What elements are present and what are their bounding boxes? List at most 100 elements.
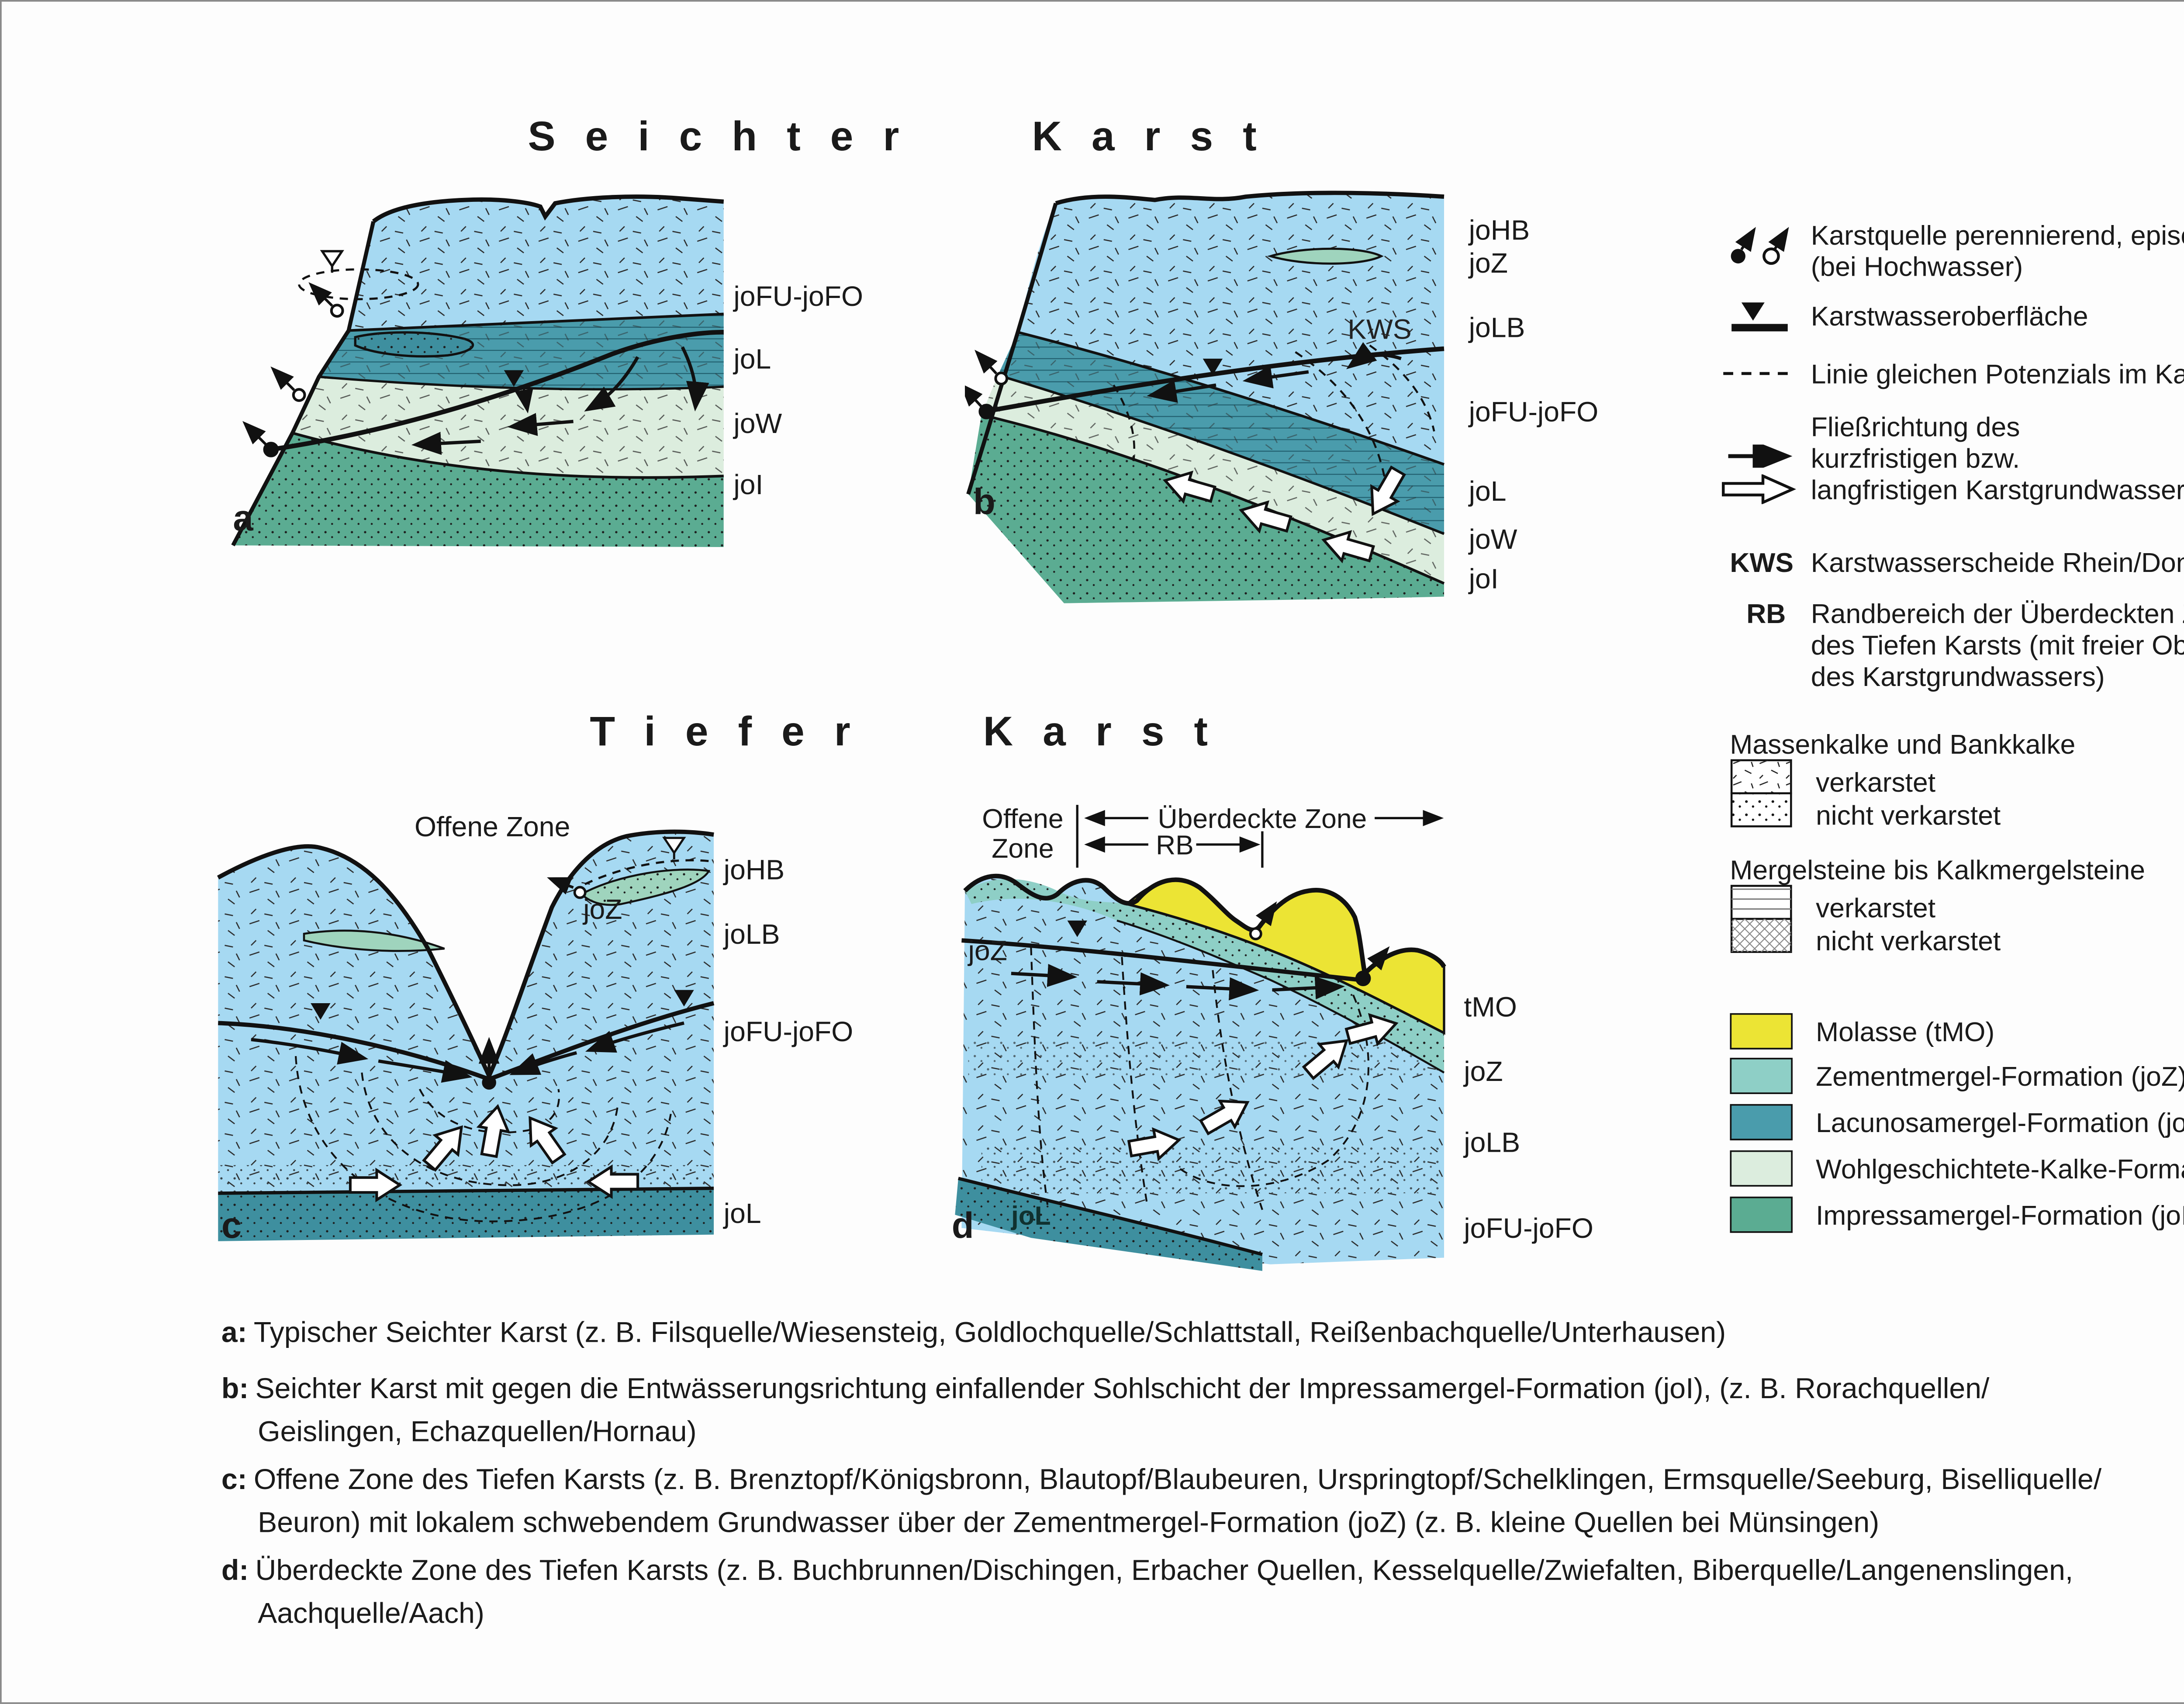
joz-lens-left	[303, 929, 445, 952]
caption-a-key: a:	[221, 1315, 247, 1349]
caption-b-key: b:	[221, 1372, 249, 1405]
legend-formation-joz: Zementmergel-Formation (joZ)	[1816, 1063, 2184, 1093]
label-a-joi: joI	[733, 469, 764, 501]
potential-dashed-oval	[298, 268, 419, 301]
label-c-johb: joHB	[723, 854, 785, 886]
label-b-jol: joL	[1469, 476, 1507, 508]
water-table-marker	[1203, 358, 1223, 375]
water-table-line	[961, 938, 1362, 982]
legend-formation-joi: Impressamergel-Formation (joI)	[1816, 1201, 2184, 1232]
legend-potential-line: Linie gleichen Potenzials im Karstaquife…	[1811, 360, 2184, 390]
caption-c-key: c:	[221, 1462, 247, 1496]
label-d-jol-inline: joL	[1011, 1201, 1051, 1230]
panel-letter-a: a	[233, 497, 253, 539]
swatch-joz	[1730, 1057, 1793, 1094]
caption-d-line2: Aachquelle/Aach)	[258, 1596, 484, 1630]
panel-letter-d: d	[951, 1205, 974, 1247]
legend-rb-line3: des Karstgrundwassers)	[1811, 662, 2105, 693]
caption-d-key: d:	[221, 1553, 249, 1587]
legend-rb-line2: des Tiefen Karsts (mit freier Oberfläche	[1811, 631, 2184, 662]
lens-spring	[547, 877, 587, 899]
perched-pocket	[354, 331, 474, 358]
label-b-jolb: joLB	[1469, 312, 1525, 344]
layer-jol-bottom	[218, 1188, 714, 1241]
layer-joi	[968, 415, 1444, 603]
zone-annotation	[1076, 805, 1444, 868]
label-a-jol: joL	[733, 343, 771, 375]
legend-formation-jol: Lacunosamergel-Formation (joL)	[1816, 1109, 2184, 1139]
label-d-ueberdeckte-zone: Überdeckte Zone	[1158, 804, 1367, 834]
water-table-marker	[1067, 920, 1087, 937]
equipotential-line-icon	[1723, 372, 1796, 375]
swatch-joi	[1730, 1196, 1793, 1233]
label-d-joz-left: joZ	[968, 935, 1007, 967]
label-b-joi: joI	[1469, 563, 1499, 595]
legend-mergelsteine-heading: Mergelsteine bis Kalkmergelsteine	[1730, 856, 2145, 886]
massenkalke-pattern-boxes	[1730, 759, 1792, 828]
label-d-joz: joZ	[1464, 1056, 1503, 1088]
legend-rb-abbr: RB	[1746, 600, 1786, 630]
jol-wedge	[955, 1178, 1262, 1271]
label-c-jolb: joLB	[723, 919, 780, 950]
layer-jol	[998, 332, 1444, 534]
label-c-jol: joL	[723, 1198, 761, 1230]
swatch-jow	[1730, 1150, 1793, 1187]
caption-a-text: Typischer Seichter Karst (z. B. Filsquel…	[253, 1315, 1726, 1349]
caption-b: b: Seichter Karst mit gegen die Entwässer…	[221, 1372, 1990, 1406]
caption-a: a: Typischer Seichter Karst (z. B. Filsqu…	[221, 1316, 1726, 1350]
legend-massenkalke-heading: Massenkalke und Bankkalke	[1730, 730, 2076, 760]
flow-arrows	[411, 346, 709, 455]
joz-lens-right	[580, 868, 711, 906]
label-b-joz: joZ	[1469, 248, 1508, 280]
kws-inline-label: KWS	[1348, 313, 1411, 345]
legend-spring-line2: (bei Hochwasser)	[1811, 253, 2023, 283]
label-d-jolb: joLB	[1464, 1127, 1521, 1159]
cross-section-a	[231, 194, 724, 547]
short-term-flow-icon	[1728, 444, 1793, 468]
dotted-zone-upper	[968, 1039, 1441, 1076]
legend-flow-line3: langfristigen Karstgrundwassers	[1811, 476, 2184, 506]
equipotential-arcs	[295, 1056, 672, 1223]
caption-c-text: Offene Zone des Tiefen Karsts (z. B. Bre…	[253, 1462, 2102, 1496]
long-term-flow-arrows	[349, 1104, 639, 1202]
caption-b-text: Seichter Karst mit gegen die Entwässerun…	[255, 1372, 1990, 1405]
open-triangle-marker	[320, 250, 344, 273]
dotted-zone-lower	[981, 1143, 1441, 1194]
legend-rb-line1: Randbereich der Überdeckten Zone	[1811, 600, 2184, 630]
legend-kws-abbr: KWS	[1730, 548, 1794, 578]
long-term-flow-arrows	[1162, 465, 1406, 564]
caption-c-line2: Beuron) mit lokalem schwebendem Grundwas…	[258, 1505, 1880, 1539]
legend-kws-text: Karstwasserscheide Rhein/Donau	[1811, 548, 2184, 578]
label-d-zone: Zone	[992, 834, 1054, 864]
label-b-jofu: joFU-joFO	[1469, 396, 1599, 428]
springs	[1249, 901, 1390, 987]
swatch-jol	[1730, 1104, 1793, 1140]
label-d-tmo: tMO	[1464, 991, 1517, 1023]
spring-symbols	[242, 282, 344, 457]
open-triangle-marker	[662, 837, 686, 859]
boundary-lines	[957, 873, 1446, 1256]
legend-spring-line1: Karstquelle perennierend, episodisch	[1811, 221, 2184, 251]
label-d-offene: Offene	[982, 804, 1063, 834]
section-title-seichter-karst: Seichter Karst	[528, 114, 1286, 160]
dashed-over-lens	[584, 859, 709, 885]
label-c-joz-inline: joZ	[583, 894, 622, 926]
caption-d-text: Überdeckte Zone des Tiefen Karsts (z. B.…	[255, 1553, 2073, 1587]
legend-flow-line2: kurzfristigen bzw.	[1811, 444, 2020, 474]
swatch-tmo	[1730, 1013, 1793, 1049]
label-a-jofu: joFU-joFO	[733, 281, 864, 312]
valley-spring	[478, 1037, 500, 1090]
legend-formation-tmo: Molasse (tMO)	[1816, 1018, 1995, 1048]
karst-spring-icon	[1731, 227, 1789, 265]
long-term-flow-icon	[1722, 474, 1797, 504]
cross-section-d: Offene Zone Überdeckte Zone RB	[955, 804, 1446, 1271]
water-table-markers	[311, 990, 694, 1020]
short-term-flow-arrows	[1011, 964, 1345, 1001]
label-d-jofu: joFU-joFO	[1464, 1213, 1593, 1245]
water-table-icon	[1731, 302, 1788, 332]
equipotential-dashed-lines	[1030, 947, 1369, 1210]
legend-massenkalke-nokarst: nicht verkarstet	[1816, 801, 2001, 831]
legend-mergelsteine-karst: verkarstet	[1816, 894, 1936, 924]
layer-joi	[233, 433, 724, 547]
